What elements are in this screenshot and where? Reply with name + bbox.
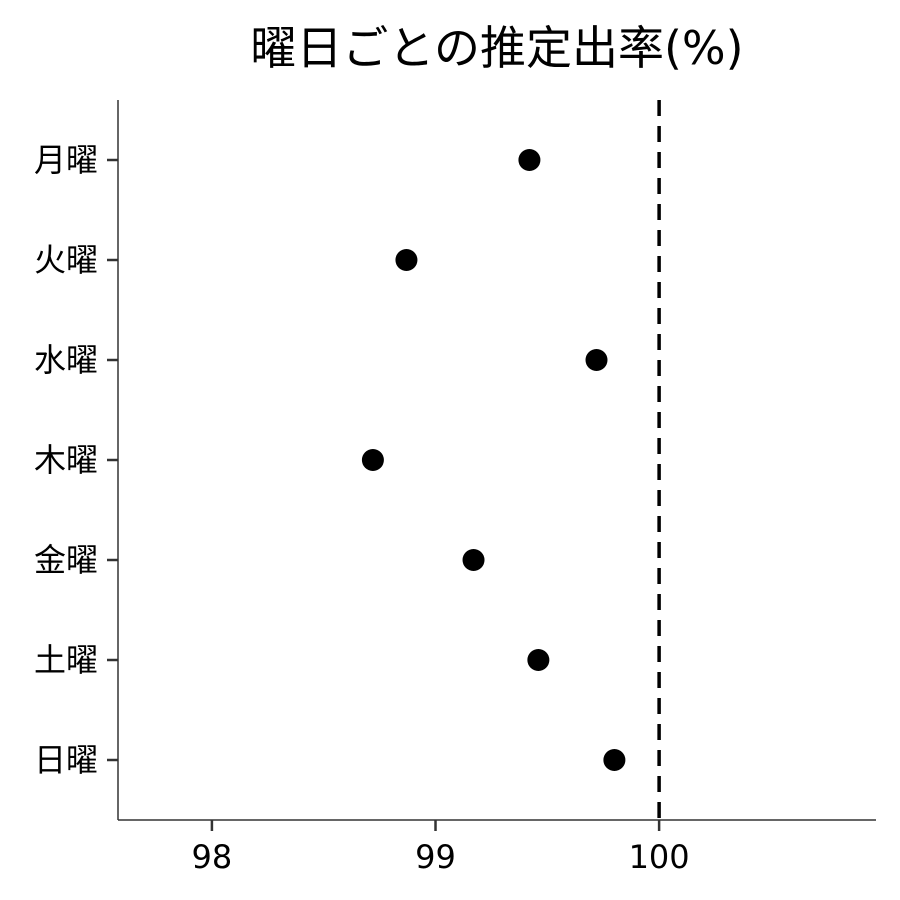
x-tick-label: 100 [629,838,690,876]
y-tick-label: 日曜 [34,741,98,779]
data-point [585,349,608,371]
y-tick-label: 土曜 [34,641,98,679]
chart-title: 曜日ごとの推定出率(%) [250,21,743,75]
y-tick-label: 火曜 [34,241,98,279]
data-point [361,449,384,471]
points-layer [361,149,626,771]
x-tick-label: 98 [192,838,233,876]
y-tick-label: 月曜 [34,141,98,179]
data-point [527,649,550,671]
x-tick-label: 99 [415,838,456,876]
y-tick-label: 金曜 [34,541,98,579]
data-point [395,249,418,271]
data-point [603,749,626,771]
y-tick-label: 水曜 [34,341,98,379]
y-tick-label: 木曜 [34,441,98,479]
data-point [518,149,541,171]
data-point [462,549,485,571]
